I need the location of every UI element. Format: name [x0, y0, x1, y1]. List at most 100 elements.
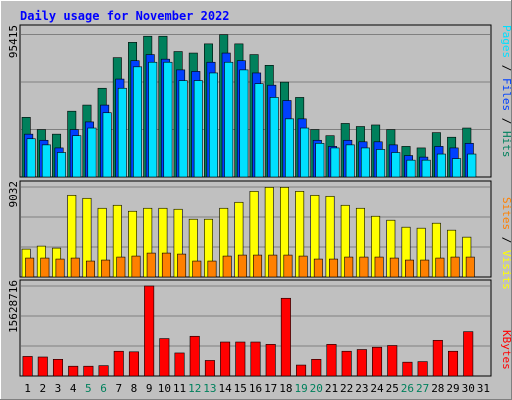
x-tick-label-22: 22 — [340, 382, 353, 395]
bar-sites-day-10 — [161, 252, 171, 278]
bar-kbytes-day-11 — [174, 352, 185, 377]
legend-files: Files — [500, 78, 512, 111]
bars-visits-sites — [21, 187, 475, 278]
x-tick-label-30: 30 — [462, 382, 475, 395]
x-tick-label-23: 23 — [355, 382, 368, 395]
x-tick-label-29: 29 — [446, 382, 459, 395]
x-tick-label-12: 12 — [188, 382, 201, 395]
bar-sites-day-16 — [253, 254, 263, 278]
bar-kbytes-day-4 — [68, 365, 79, 377]
bar-sites-day-18 — [283, 254, 293, 278]
bar-kbytes-day-26 — [402, 361, 413, 377]
bar-kbytes-day-3 — [52, 358, 63, 377]
x-tick-label-1: 1 — [24, 382, 31, 395]
bar-kbytes-day-14 — [220, 341, 231, 377]
bar-kbytes-day-30 — [463, 331, 474, 377]
bar-kbytes-day-1 — [22, 356, 33, 377]
bar-kbytes-day-20 — [311, 358, 322, 377]
x-tick-label-11: 11 — [173, 382, 186, 395]
bar-pages-day-15 — [239, 69, 249, 178]
bar-kbytes-day-10 — [159, 338, 170, 377]
bar-pages-day-18 — [284, 118, 294, 178]
bar-sites-day-19 — [298, 255, 308, 278]
bar-pages-day-19 — [300, 127, 310, 178]
bar-sites-day-1 — [25, 257, 35, 278]
x-tick-label-5: 5 — [85, 382, 92, 395]
bar-pages-day-6 — [102, 112, 112, 178]
bar-kbytes-day-23 — [356, 349, 367, 377]
bar-kbytes-day-16 — [250, 341, 261, 377]
x-tick-label-2: 2 — [39, 382, 46, 395]
x-tick-label-27: 27 — [416, 382, 429, 395]
bar-pages-day-29 — [452, 158, 462, 178]
legend-visits: Visits — [500, 250, 512, 290]
bar-sites-day-3 — [55, 258, 65, 278]
x-tick-label-28: 28 — [431, 382, 444, 395]
bar-kbytes-day-15 — [235, 341, 246, 377]
x-tick-label-4: 4 — [70, 382, 77, 395]
bar-pages-day-23 — [360, 147, 370, 178]
x-tick-label-21: 21 — [325, 382, 338, 395]
bar-pages-day-7 — [117, 87, 127, 178]
bars-hits-files-pages — [21, 34, 477, 178]
x-tick-label-15: 15 — [234, 382, 247, 395]
bar-sites-day-2 — [40, 257, 50, 278]
y-max-label-kbytes: 15628716 — [7, 280, 20, 333]
bar-kbytes-day-29 — [448, 350, 459, 377]
legend-sep-1: / — [500, 58, 512, 78]
bar-sites-day-13 — [207, 260, 217, 278]
bar-kbytes-day-7 — [113, 350, 124, 377]
bar-kbytes-day-24 — [372, 346, 383, 377]
bar-pages-day-21 — [330, 147, 340, 178]
x-tick-label-8: 8 — [131, 382, 138, 395]
legend-sep-2: / — [500, 111, 512, 131]
bar-sites-day-11 — [177, 253, 187, 278]
bar-sites-day-15 — [237, 254, 247, 278]
x-tick-label-17: 17 — [264, 382, 277, 395]
bar-kbytes-day-27 — [417, 361, 428, 377]
bar-pages-day-11 — [178, 80, 188, 178]
bar-pages-day-13 — [209, 72, 218, 178]
bar-pages-day-12 — [193, 80, 203, 178]
x-tick-label-13: 13 — [203, 382, 216, 395]
x-tick-label-31: 31 — [477, 382, 490, 395]
bar-kbytes-day-5 — [83, 365, 94, 377]
bar-pages-day-22 — [345, 144, 355, 178]
bar-pages-day-9 — [148, 61, 158, 178]
bar-sites-day-24 — [374, 256, 384, 278]
bars-kbytes — [22, 285, 474, 377]
bar-sites-day-22 — [344, 256, 354, 278]
legend-hits-files-pages: Pages / Files / Hits — [500, 25, 512, 158]
legend-hits: Hits — [500, 131, 512, 158]
bar-kbytes-day-28 — [432, 339, 443, 377]
bar-pages-day-20 — [315, 143, 325, 178]
bar-kbytes-day-8 — [128, 351, 139, 377]
bar-pages-day-8 — [133, 66, 143, 178]
bar-sites-day-27 — [420, 259, 430, 278]
legend-sep: / — [500, 230, 512, 250]
bar-kbytes-day-19 — [296, 364, 307, 377]
x-tick-labels: 1 2 3 4 5 6 7 8 9 10 11 12 13 14 15 16 17 18 19 20 21 22 23 24 2… — [24, 382, 490, 395]
bar-pages-day-4 — [72, 135, 82, 178]
bar-sites-day-23 — [359, 256, 369, 278]
bar-pages-day-2 — [41, 144, 51, 178]
bar-sites-day-30 — [465, 256, 475, 278]
bar-sites-day-17 — [268, 254, 278, 278]
bar-kbytes-day-21 — [326, 344, 337, 377]
bar-pages-day-26 — [406, 159, 416, 178]
bar-sites-day-26 — [405, 259, 414, 278]
x-tick-label-18: 18 — [279, 382, 292, 395]
bar-kbytes-day-6 — [98, 365, 109, 377]
bar-sites-day-21 — [329, 258, 339, 278]
legend-sites: Sites — [500, 197, 512, 230]
x-tick-label-24: 24 — [370, 382, 384, 395]
bar-sites-day-5 — [85, 260, 95, 278]
chart-title: Daily usage for November 2022 — [20, 9, 230, 23]
bar-sites-day-12 — [192, 260, 202, 278]
bar-pages-day-3 — [57, 152, 67, 178]
bar-pages-day-25 — [391, 152, 401, 178]
x-tick-label-19: 19 — [294, 382, 307, 395]
bar-sites-day-9 — [146, 252, 156, 278]
bar-sites-day-28 — [435, 257, 445, 278]
